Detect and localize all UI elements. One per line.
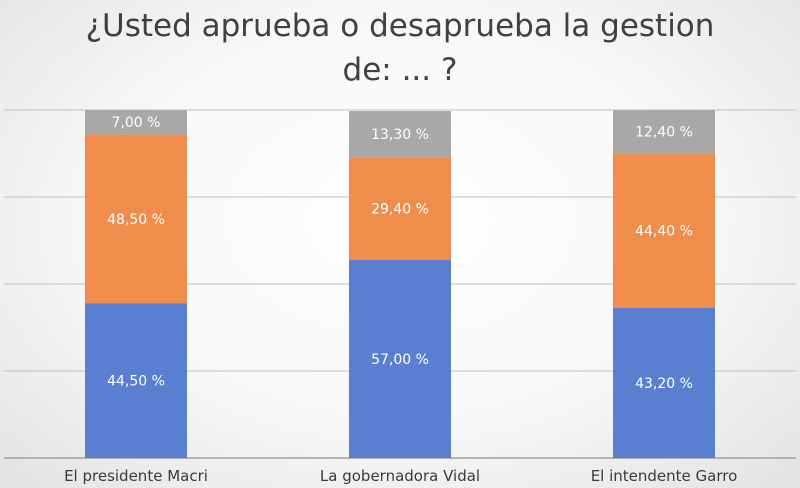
bar-segment [349, 259, 451, 458]
category-label: El presidente Macri [64, 467, 208, 485]
data-label: 48,50 % [107, 212, 165, 228]
data-label: 44,40 % [635, 223, 693, 239]
bar-segment [613, 153, 715, 308]
chart-title: ¿Usted aprueba o desaprueba la gestion d… [0, 4, 800, 92]
bar-segment [613, 110, 715, 154]
data-label: 13,30 % [371, 127, 429, 143]
bar-segment [85, 110, 187, 135]
category-label: La gobernadora Vidal [320, 467, 480, 485]
bar-segment [349, 157, 451, 260]
bar-segment [85, 303, 187, 458]
data-label: 57,00 % [371, 352, 429, 368]
chart-title-line-1: ¿Usted aprueba o desaprueba la gestion [85, 8, 715, 44]
data-label: 12,40 % [635, 125, 693, 141]
category-label: El intendente Garro [591, 467, 738, 485]
data-label: 29,40 % [371, 201, 429, 217]
data-label: 44,50 % [107, 374, 165, 390]
data-label: 7,00 % [112, 115, 161, 131]
bar-segment [613, 307, 715, 458]
bar-segment [349, 111, 451, 158]
bar-segment [85, 134, 187, 304]
chart-title-line-2: de: ... ? [342, 52, 458, 88]
data-label: 43,20 % [635, 376, 693, 392]
